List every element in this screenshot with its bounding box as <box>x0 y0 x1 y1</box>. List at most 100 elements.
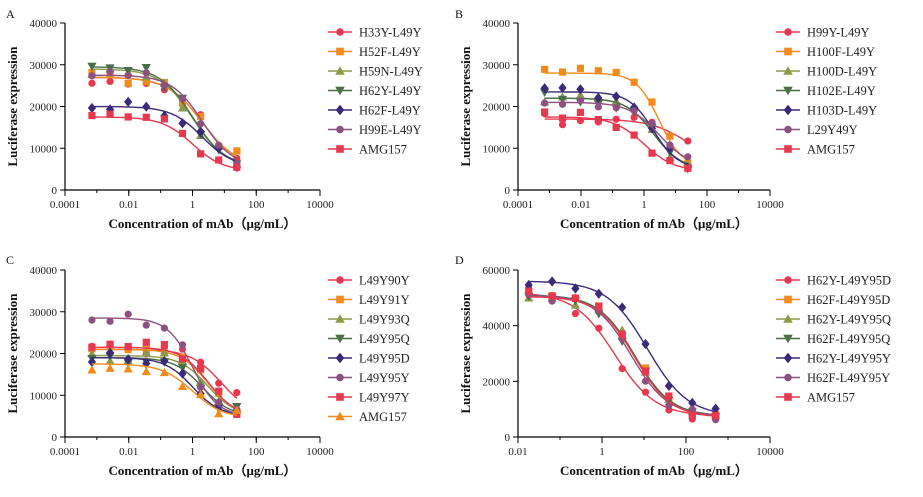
data-point <box>335 334 345 344</box>
legend-label: L49Y95Q <box>359 332 410 346</box>
y-tick-label: 30000 <box>30 307 58 319</box>
legend-item: H62F-L49Y95D <box>776 293 890 307</box>
data-point <box>558 68 567 76</box>
x-tick-label: 1 <box>190 199 196 211</box>
data-point <box>558 114 567 122</box>
data-point <box>142 69 150 77</box>
data-point <box>612 104 620 112</box>
legend-item: L49Y91Y <box>328 293 410 307</box>
data-point <box>335 104 345 116</box>
legend-item: H99Y-L49Y <box>776 26 870 40</box>
data-point <box>159 348 169 357</box>
data-point <box>576 97 585 105</box>
data-point <box>215 387 223 395</box>
legend-item: AMG157 <box>776 391 855 405</box>
data-point <box>612 115 620 123</box>
series-H62Y-L49Y95Y <box>524 276 720 414</box>
legend-item: L49Y95D <box>328 352 410 366</box>
data-point <box>688 405 696 413</box>
y-tick-label: 30000 <box>30 60 58 72</box>
legend: H33Y-L49Y H52F-L49Y H59N-L49Y H62Y-L49Y H62F… <box>328 26 423 157</box>
data-point <box>541 65 549 73</box>
data-point <box>123 364 133 373</box>
series-AMG157 <box>88 110 241 171</box>
legend-label: H62F-L49Y95Q <box>807 332 890 346</box>
legend-label: AMG157 <box>359 143 407 157</box>
data-point <box>558 82 567 93</box>
data-point <box>232 405 242 414</box>
data-point <box>177 381 188 390</box>
x-tick-label: 100 <box>248 446 265 458</box>
legend: H99Y-L49Y H100F-L49Y H100D-L49Y H102E-L49Y H… <box>776 26 877 157</box>
data-point <box>160 324 168 332</box>
data-point <box>641 377 650 385</box>
x-tick-label: 0.01 <box>571 199 590 211</box>
data-point <box>335 86 345 96</box>
data-point <box>783 334 793 344</box>
data-point <box>197 364 205 372</box>
data-point <box>558 121 567 129</box>
data-point <box>335 66 345 75</box>
legend-label: H33Y-L49Y <box>359 26 422 40</box>
data-point <box>87 365 97 374</box>
data-point <box>142 321 150 329</box>
panel-label: A <box>6 7 15 21</box>
legend-item: H100F-L49Y <box>776 45 875 59</box>
legend-item: H102E-L49Y <box>776 84 876 98</box>
data-point <box>178 118 187 129</box>
x-tick-label: 0.01 <box>119 446 138 458</box>
y-axis-label: Luciferase expression <box>5 293 20 414</box>
data-point <box>784 276 792 284</box>
legend-label: H103D-L49Y <box>807 104 877 118</box>
data-point <box>648 98 656 106</box>
data-point <box>784 393 792 401</box>
legend-label: H59N-L49Y <box>359 65 423 79</box>
legend-item: L49Y90Y <box>328 274 410 288</box>
data-point <box>648 149 656 157</box>
series-AMG157 <box>541 108 692 172</box>
data-point <box>666 141 674 149</box>
fit-curve <box>528 294 716 416</box>
legend-label: L49Y97Y <box>359 391 410 405</box>
data-point <box>105 347 115 358</box>
data-point <box>783 86 793 96</box>
data-point <box>197 120 205 128</box>
data-point <box>595 302 603 310</box>
data-point <box>142 113 150 121</box>
y-tick-label: 0 <box>52 185 58 197</box>
legend-label: L49Y93Q <box>359 313 410 327</box>
data-point <box>783 104 793 116</box>
data-point <box>335 411 345 421</box>
data-point <box>784 373 792 382</box>
data-point <box>336 47 344 56</box>
data-point <box>178 129 187 138</box>
legend-label: H102E-L49Y <box>807 84 876 98</box>
y-tick-label: 0 <box>505 185 511 197</box>
data-point <box>336 125 344 134</box>
data-point <box>641 388 650 396</box>
data-point <box>124 79 132 88</box>
y-tick-label: 40000 <box>483 321 511 333</box>
data-point <box>630 113 638 121</box>
legend-label: H62F-L49Y95Y <box>807 371 890 385</box>
y-tick-label: 10000 <box>483 143 511 155</box>
y-axis-label: Luciferase expression <box>458 46 473 167</box>
data-point <box>595 324 603 332</box>
legend-item: H59N-L49Y <box>328 65 423 79</box>
x-tick-label: 1 <box>641 199 647 211</box>
legend-label: L49Y90Y <box>359 274 410 288</box>
legend-item: H62Y-L49Y95Q <box>776 313 891 327</box>
data-point <box>124 342 132 351</box>
data-point <box>142 78 150 86</box>
data-point <box>664 380 674 391</box>
data-point <box>594 92 603 103</box>
panel-label: B <box>455 7 463 21</box>
data-point <box>106 110 114 118</box>
data-point <box>524 279 533 291</box>
data-point <box>178 341 187 349</box>
data-point <box>612 123 620 132</box>
legend-item: H62Y-L49Y95Y <box>776 352 891 366</box>
legend-item: AMG157 <box>328 410 407 424</box>
legend-item: AMG157 <box>328 143 407 157</box>
